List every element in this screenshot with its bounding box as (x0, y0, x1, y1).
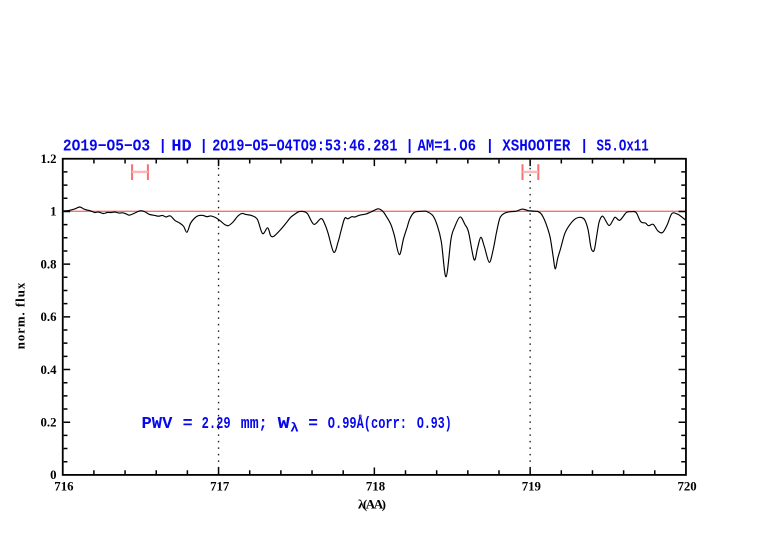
svg-text:XSHOOTER: XSHOOTER (502, 138, 570, 156)
svg-text:PWV: PWV (142, 414, 173, 433)
svg-text:|: | (199, 139, 208, 155)
svg-text:|: | (580, 139, 589, 155)
svg-text:S5.Ox11: S5.Ox11 (597, 138, 649, 156)
svg-text:λ(AA): λ(AA) (358, 496, 386, 511)
svg-text:|: | (486, 139, 495, 155)
svg-text:0.2: 0.2 (41, 416, 57, 430)
svg-text:=: = (183, 414, 193, 433)
svg-text:717: 717 (210, 479, 230, 493)
svg-text:O.99Å(corr:: O.99Å(corr: (328, 414, 407, 433)
svg-text:0.8: 0.8 (41, 257, 57, 271)
svg-text:O.93): O.93) (417, 414, 452, 433)
svg-text:=: = (308, 414, 318, 433)
svg-text:720: 720 (677, 479, 696, 493)
svg-text:W: W (278, 414, 290, 433)
svg-text:718: 718 (366, 479, 385, 493)
svg-text:716: 716 (54, 479, 74, 493)
svg-text:mm;: mm; (241, 414, 268, 433)
svg-text:HD: HD (171, 138, 192, 156)
svg-text:AM=1.O6: AM=1.O6 (418, 138, 477, 156)
svg-text:1: 1 (50, 205, 56, 219)
svg-text:|: | (158, 139, 167, 155)
svg-text:719: 719 (522, 479, 541, 493)
svg-text:norm. flux: norm. flux (13, 282, 27, 349)
svg-text:0.4: 0.4 (41, 363, 58, 377)
svg-text:2.29: 2.29 (202, 414, 231, 433)
svg-text:1.2: 1.2 (41, 152, 57, 166)
svg-text:0.6: 0.6 (41, 310, 58, 324)
svg-text:2O19−O5−O4TO9:53:46.281: 2O19−O5−O4TO9:53:46.281 (212, 138, 397, 156)
svg-text:2O19−O5−O3: 2O19−O5−O3 (63, 138, 150, 156)
svg-text:λ: λ (290, 421, 299, 435)
svg-text:0: 0 (50, 468, 56, 482)
svg-text:|: | (405, 139, 414, 155)
